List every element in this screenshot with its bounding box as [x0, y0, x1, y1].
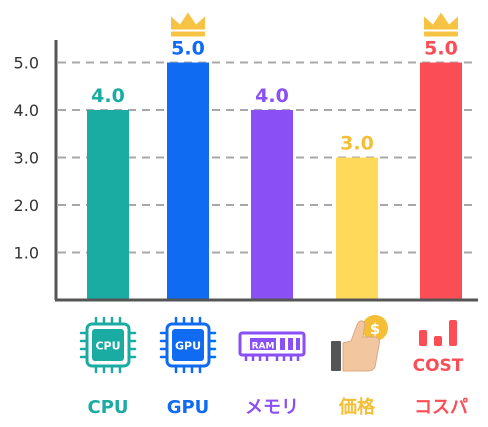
- bar: [251, 110, 293, 300]
- category-label: GPU: [167, 397, 210, 418]
- value-labels: 4.0 5.0 4.0 3.0 5.0: [91, 38, 458, 155]
- value-label: 5.0: [424, 38, 458, 60]
- bar: [167, 62, 209, 300]
- bar: [336, 157, 378, 300]
- crown-band: [424, 31, 458, 37]
- category-label: CPU: [87, 397, 128, 418]
- cpu-icon: CPU: [79, 316, 137, 374]
- y-tick-label: 4.0: [14, 101, 39, 120]
- crowns: [171, 12, 458, 37]
- bar: [87, 110, 129, 300]
- y-tick-label: 3.0: [14, 149, 39, 168]
- category-label: 価格: [338, 396, 376, 418]
- bars: [87, 62, 462, 300]
- y-axis-ticks: 1.0 2.0 3.0 4.0 5.0: [14, 54, 39, 263]
- value-label: 4.0: [255, 85, 289, 107]
- value-label: 3.0: [340, 133, 374, 155]
- crown-band: [171, 31, 205, 37]
- category-labels: CPU GPU メモリ 価格 コスパ: [87, 396, 468, 418]
- category-label: メモリ: [245, 397, 299, 418]
- cost-icon-text: COST: [413, 356, 464, 376]
- value-label: 4.0: [91, 85, 125, 107]
- ram-icon-text: RAM: [252, 342, 275, 352]
- gpu-icon-text: GPU: [175, 340, 201, 353]
- bar: [420, 62, 462, 300]
- category-label: コスパ: [414, 397, 468, 418]
- ram-icon: RAM: [238, 331, 306, 361]
- value-label: 5.0: [171, 38, 205, 60]
- crown-icon: [424, 12, 458, 30]
- cpu-icon-text: CPU: [95, 340, 120, 353]
- y-tick-label: 2.0: [14, 196, 39, 215]
- price-icon: $: [331, 315, 388, 372]
- crown-icon: [171, 12, 205, 30]
- price-icon-text: $: [370, 320, 380, 338]
- cost-icon: COST: [413, 320, 464, 376]
- y-tick-label: 1.0: [14, 244, 39, 263]
- y-tick-label: 5.0: [14, 54, 39, 73]
- gpu-icon: GPU: [159, 316, 217, 374]
